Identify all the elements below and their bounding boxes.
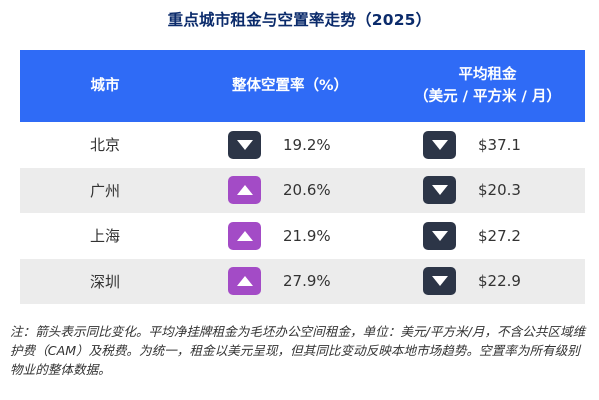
footnote: 注：箭头表示同比变化。平均净挂牌租金为毛坯办公空间租金，单位：美元/平方米/月，… bbox=[10, 324, 586, 377]
table-row: 北京 19.2% $37.1 bbox=[20, 122, 585, 168]
triangle-up-icon bbox=[228, 176, 261, 205]
vacancy-cell: 21.9% bbox=[190, 221, 390, 250]
vacancy-cell: 19.2% bbox=[190, 130, 390, 159]
header-rent-line1: 平均租金 bbox=[458, 67, 517, 83]
table-row: 深圳 27.9% $22.9 bbox=[20, 258, 585, 304]
triangle-down-icon bbox=[423, 267, 456, 296]
header-city: 城市 bbox=[90, 78, 120, 94]
table-row: 上海 21.9% $27.2 bbox=[20, 213, 585, 259]
table-body: 北京 19.2% $37.1 广州 20.6% $20.3 bbox=[20, 122, 585, 304]
vacancy-value: 20.6% bbox=[283, 181, 331, 200]
city-cell: 深圳 bbox=[89, 272, 120, 291]
triangle-down-icon bbox=[228, 130, 261, 159]
triangle-down-icon bbox=[423, 176, 456, 205]
rent-value: $37.1 bbox=[478, 135, 521, 154]
rent-cell: $22.9 bbox=[390, 267, 585, 296]
vacancy-value: 19.2% bbox=[283, 135, 331, 154]
vacancy-value: 27.9% bbox=[283, 272, 331, 291]
rent-cell: $20.3 bbox=[390, 176, 585, 205]
vacancy-value: 21.9% bbox=[283, 226, 331, 245]
header-rent-line2: （美元 / 平方米 / 月） bbox=[414, 89, 561, 105]
page-title: 重点城市租金与空置率走势（2025） bbox=[167, 11, 432, 29]
rent-value: $27.2 bbox=[478, 226, 521, 245]
data-table: 城市 整体空置率（%） 平均租金 （美元 / 平方米 / 月） 北京 19.2%… bbox=[20, 50, 585, 304]
header-vacancy: 整体空置率（%） bbox=[231, 78, 349, 94]
vacancy-cell: 20.6% bbox=[190, 176, 390, 205]
table-header: 城市 整体空置率（%） 平均租金 （美元 / 平方米 / 月） bbox=[20, 50, 585, 122]
rent-cell: $37.1 bbox=[390, 130, 585, 159]
vacancy-cell: 27.9% bbox=[190, 267, 390, 296]
triangle-up-icon bbox=[228, 267, 261, 296]
city-cell: 上海 bbox=[89, 227, 120, 246]
city-cell: 北京 bbox=[89, 136, 120, 155]
table-row: 广州 20.6% $20.3 bbox=[20, 167, 585, 213]
triangle-down-icon bbox=[423, 221, 456, 250]
triangle-down-icon bbox=[423, 130, 456, 159]
rent-value: $22.9 bbox=[478, 272, 521, 291]
city-cell: 广州 bbox=[89, 181, 120, 200]
header-rent: 平均租金 （美元 / 平方米 / 月） bbox=[390, 64, 585, 108]
rent-value: $20.3 bbox=[478, 181, 521, 200]
rent-cell: $27.2 bbox=[390, 221, 585, 250]
triangle-up-icon bbox=[228, 221, 261, 250]
